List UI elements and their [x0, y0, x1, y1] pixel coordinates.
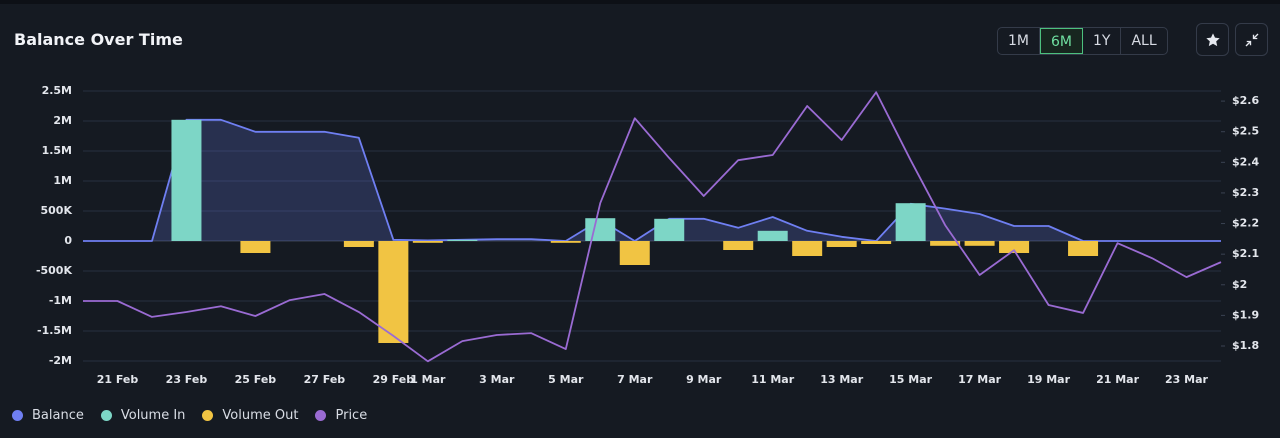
x-tick-label: 3 Mar [479, 373, 515, 386]
x-tick-label: 15 Mar [889, 373, 933, 386]
x-tick-label: 17 Mar [958, 373, 1002, 386]
favorite-button[interactable] [1196, 23, 1229, 56]
collapse-button[interactable] [1235, 23, 1268, 56]
legend-label: Volume In [120, 408, 186, 423]
price-line [83, 91, 1222, 363]
bar [585, 218, 616, 241]
legend-swatch [202, 410, 214, 421]
bar [171, 119, 202, 241]
balance-area [83, 119, 1221, 241]
range-button[interactable]: 1Y [1083, 28, 1122, 54]
bar [654, 218, 685, 241]
bar [757, 230, 788, 241]
y-tick-label: 0 [64, 234, 72, 247]
legend-item[interactable]: Volume Out [202, 408, 298, 423]
x-tick-label: 21 Feb [97, 373, 139, 386]
y-tick-label: -500K [36, 264, 73, 277]
top-border [0, 0, 1280, 4]
x-tick-label: 25 Feb [235, 373, 277, 386]
x-tick-label: 27 Feb [304, 373, 346, 386]
legend-item[interactable]: Volume In [100, 408, 186, 423]
x-tick-label: 23 Feb [166, 373, 208, 386]
bar [378, 241, 409, 343]
y2-tick-label: $1.8 [1232, 339, 1259, 352]
bar [964, 241, 995, 246]
chart-title: Balance Over Time [14, 30, 183, 49]
y2-tick-label: $2 [1232, 278, 1247, 291]
y-tick-label: -2M [49, 354, 72, 367]
y-tick-label: -1M [49, 294, 72, 307]
bar [447, 239, 478, 241]
x-tick-label: 9 Mar [686, 373, 722, 386]
y2-tick-label: $2.1 [1232, 247, 1259, 260]
bar [792, 241, 823, 256]
y2-tick-label: $2.3 [1232, 186, 1259, 199]
bar [240, 241, 271, 253]
bar [619, 241, 650, 265]
bar [412, 241, 443, 243]
legend-item[interactable]: Balance [12, 408, 84, 423]
bar [826, 241, 857, 247]
legend-swatch [315, 410, 327, 421]
x-tick-label: 29 Feb [373, 373, 415, 386]
bar [861, 241, 892, 244]
bar [1068, 241, 1099, 256]
y2-tick-label: $1.9 [1232, 308, 1259, 321]
y2-tick-label: $2.2 [1232, 217, 1259, 230]
bar [999, 241, 1030, 253]
y-tick-label: 500K [41, 204, 73, 217]
legend-item[interactable]: Price [315, 408, 367, 423]
bar [343, 241, 374, 247]
y-tick-label: -1.5M [37, 324, 72, 337]
y-tick-label: 1M [53, 174, 72, 187]
balance-line [83, 118, 1221, 242]
range-selector: 1M 6M 1Y ALL [997, 27, 1168, 55]
y2-tick-label: $2.5 [1232, 125, 1259, 138]
y-tick-label: 1.5M [42, 144, 72, 157]
range-button[interactable]: 6M [1040, 28, 1083, 54]
y-tick-label: 2.5M [42, 84, 72, 97]
legend: Balance Volume In Volume Out Price [12, 408, 384, 423]
y-tick-label: 2M [53, 114, 72, 127]
y2-tick-label: $2.6 [1232, 94, 1259, 107]
legend-swatch [100, 410, 112, 421]
legend-label: Volume Out [222, 408, 299, 423]
bar [723, 241, 754, 250]
bar [895, 203, 926, 241]
legend-label: Price [335, 408, 368, 423]
y2-tick-label: $2.4 [1232, 155, 1259, 168]
legend-swatch [12, 410, 23, 421]
x-tick-label: 13 Mar [820, 373, 864, 386]
range-button[interactable]: 1M [998, 28, 1040, 54]
x-tick-label: 21 Mar [1096, 373, 1140, 386]
grid [83, 90, 1221, 362]
x-tick-label: 5 Mar [548, 373, 584, 386]
collapse-icon [1245, 33, 1258, 46]
bar [930, 241, 961, 246]
x-tick-label: 1 Mar [410, 373, 446, 386]
x-tick-label: 23 Mar [1165, 373, 1209, 386]
star-icon [1205, 32, 1220, 46]
range-button[interactable]: ALL [1131, 33, 1157, 49]
legend-label: Balance [32, 408, 84, 423]
bar [550, 241, 581, 243]
x-tick-label: 19 Mar [1027, 373, 1071, 386]
x-tick-label: 11 Mar [751, 373, 795, 386]
x-tick-label: 7 Mar [617, 373, 653, 386]
